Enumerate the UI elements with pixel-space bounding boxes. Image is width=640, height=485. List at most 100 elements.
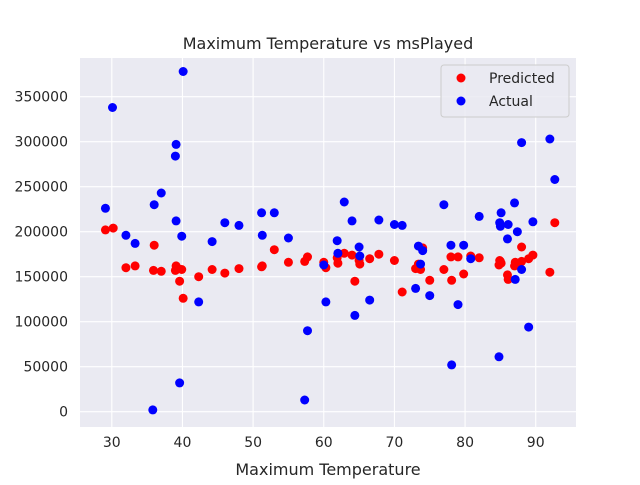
- data-point-actual: [171, 139, 181, 149]
- data-point-predicted: [397, 287, 407, 297]
- data-point-predicted: [175, 276, 185, 286]
- x-tick-label: 80: [456, 435, 474, 451]
- data-point-actual: [397, 220, 407, 230]
- x-tick-label: 90: [527, 435, 545, 451]
- data-point-predicted: [148, 265, 158, 275]
- data-point-predicted: [517, 256, 527, 266]
- data-point-predicted: [207, 265, 217, 274]
- y-tick-label: 0: [59, 405, 68, 421]
- data-point-predicted: [149, 240, 159, 250]
- chart-title: Maximum Temperature vs msPlayed: [183, 34, 474, 53]
- data-point-actual: [121, 230, 131, 240]
- data-point-actual: [512, 227, 522, 237]
- data-point-predicted: [446, 252, 456, 262]
- data-point-actual: [503, 220, 513, 229]
- data-point-predicted: [503, 274, 513, 284]
- data-point-actual: [374, 215, 384, 225]
- data-point-predicted: [269, 245, 279, 255]
- data-point-actual: [545, 134, 555, 144]
- legend-label-actual: Actual: [489, 94, 533, 110]
- data-point-predicted: [365, 254, 375, 264]
- data-point-actual: [178, 67, 188, 76]
- x-axis-label: Maximum Temperature: [235, 460, 420, 479]
- data-point-actual: [332, 236, 342, 246]
- data-point-predicted: [474, 253, 484, 263]
- data-point-actual: [269, 208, 279, 218]
- y-tick-label: 250000: [15, 180, 68, 196]
- data-point-actual: [257, 230, 267, 240]
- data-point-actual: [355, 251, 365, 261]
- data-point-actual: [517, 138, 527, 148]
- data-point-actual: [333, 248, 343, 258]
- data-point-predicted: [447, 275, 457, 285]
- data-point-actual: [354, 242, 364, 252]
- data-point-predicted: [459, 269, 469, 279]
- data-point-actual: [495, 221, 505, 231]
- data-point-predicted: [550, 218, 560, 228]
- data-point-predicted: [339, 248, 349, 258]
- data-point-predicted: [496, 258, 506, 268]
- data-point-actual: [510, 274, 520, 284]
- data-point-actual: [319, 260, 329, 270]
- data-point-actual: [194, 297, 204, 307]
- data-point-actual: [339, 197, 349, 207]
- data-point-actual: [453, 300, 463, 310]
- data-point-predicted: [130, 261, 140, 271]
- x-tick-label: 40: [174, 435, 192, 451]
- legend: Predicted Actual: [440, 64, 570, 118]
- y-tick-label: 50000: [23, 360, 68, 376]
- plot-area: [80, 58, 576, 427]
- data-point-actual: [418, 246, 428, 256]
- data-point-actual: [171, 216, 181, 226]
- data-points: [100, 67, 560, 415]
- data-point-actual: [220, 218, 230, 228]
- data-point-actual: [300, 395, 310, 405]
- data-point-actual: [550, 175, 560, 184]
- data-point-predicted: [283, 257, 293, 267]
- legend-label-predicted: Predicted: [489, 71, 555, 87]
- data-point-actual: [148, 405, 158, 415]
- data-point-predicted: [528, 250, 538, 260]
- data-point-predicted: [257, 261, 267, 271]
- data-point-actual: [439, 200, 449, 210]
- data-point-actual: [108, 103, 118, 112]
- data-point-predicted: [178, 293, 188, 303]
- data-point-predicted: [220, 268, 230, 278]
- data-point-actual: [446, 240, 456, 250]
- data-point-predicted: [439, 265, 449, 274]
- data-point-actual: [459, 240, 469, 250]
- data-point-actual: [100, 203, 110, 213]
- data-point-predicted: [108, 223, 118, 233]
- data-point-predicted: [389, 256, 399, 265]
- data-point-actual: [321, 297, 331, 307]
- x-tick-label: 60: [315, 435, 333, 451]
- y-tick-label: 150000: [15, 270, 68, 286]
- data-point-actual: [177, 231, 187, 241]
- data-point-predicted: [156, 266, 166, 276]
- data-point-actual: [156, 188, 166, 198]
- series-actual: [100, 67, 560, 415]
- data-point-actual: [425, 291, 435, 301]
- legend-marker-actual: [456, 96, 466, 106]
- data-point-predicted: [355, 259, 365, 269]
- data-point-predicted: [545, 267, 555, 277]
- y-tick-label: 100000: [15, 315, 68, 331]
- y-tick-label: 300000: [15, 135, 68, 151]
- data-point-actual: [170, 151, 180, 161]
- data-point-actual: [149, 200, 159, 210]
- data-point-predicted: [374, 249, 384, 259]
- x-tick-labels: 30 40 50 60 70 80 90: [103, 435, 545, 451]
- data-point-actual: [234, 220, 244, 230]
- y-tick-label: 350000: [15, 90, 68, 106]
- y-tick-labels: 0 50000 100000 150000 200000 250000 300000 3500…: [15, 90, 68, 421]
- data-point-actual: [528, 217, 538, 227]
- data-point-actual: [389, 220, 399, 229]
- grid: [80, 58, 576, 427]
- data-point-predicted: [347, 250, 357, 260]
- data-point-actual: [524, 322, 534, 332]
- data-point-predicted: [303, 252, 313, 262]
- x-tick-label: 50: [244, 435, 262, 451]
- data-point-actual: [283, 233, 293, 243]
- data-point-predicted: [453, 252, 463, 262]
